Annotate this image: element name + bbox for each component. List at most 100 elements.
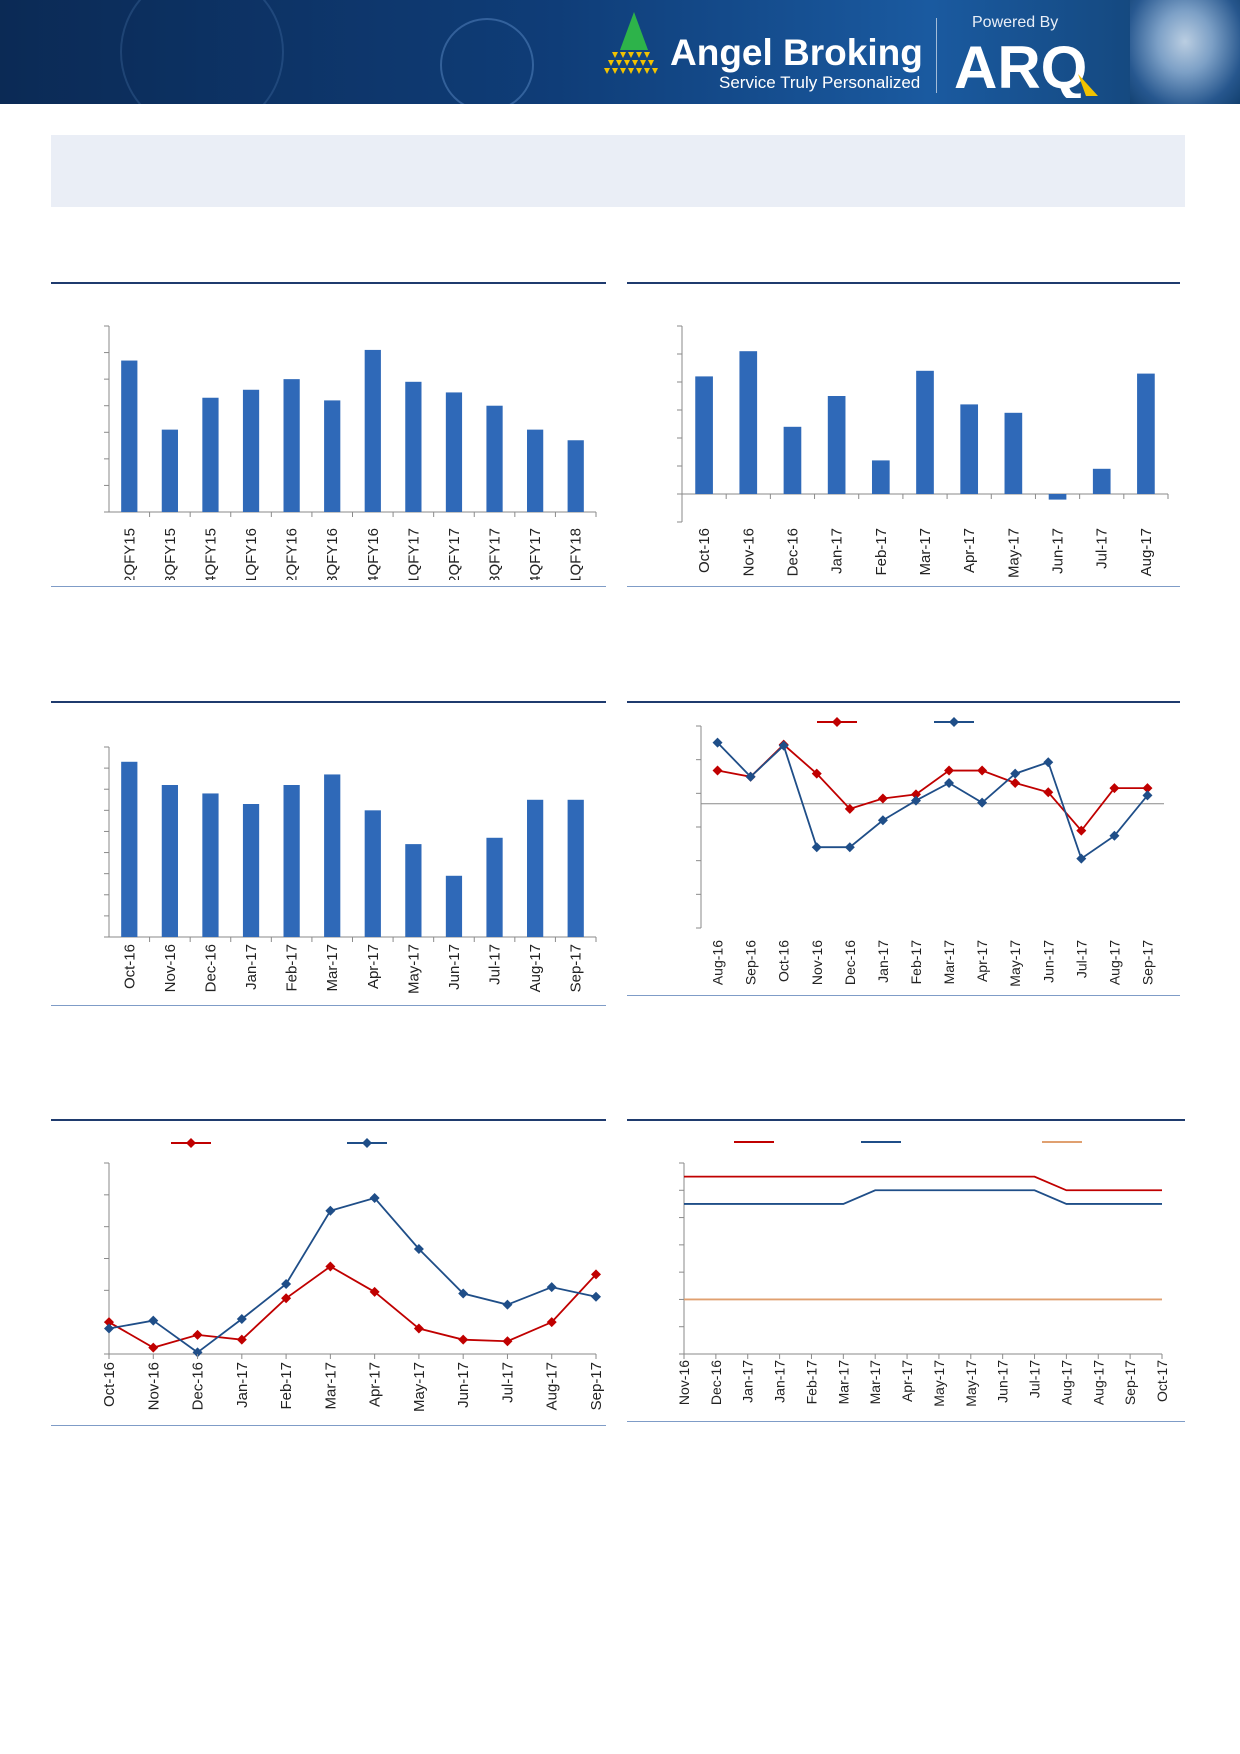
data-point bbox=[811, 842, 822, 853]
arq-logo-text: ARQ bbox=[954, 34, 1087, 98]
x-tick-label: Apr-17 bbox=[365, 944, 382, 989]
x-tick-label: Sep-17 bbox=[1139, 940, 1155, 985]
data-point bbox=[591, 1269, 601, 1280]
pyramid-logo-icon bbox=[604, 12, 658, 74]
data-point bbox=[1109, 783, 1120, 794]
panel-top-rule bbox=[627, 701, 1180, 703]
data-point bbox=[546, 1317, 557, 1328]
x-tick-label: Aug-17 bbox=[1138, 528, 1155, 576]
x-tick-label: Jul-17 bbox=[1094, 528, 1111, 569]
bar bbox=[527, 799, 544, 937]
bar bbox=[445, 392, 463, 512]
x-tick-label: Jun-17 bbox=[1040, 940, 1056, 983]
x-tick-label: Apr-17 bbox=[974, 940, 990, 982]
x-tick-label: Dec-16 bbox=[190, 1362, 207, 1410]
x-tick-label: Oct-16 bbox=[696, 528, 713, 573]
x-tick-label: May-17 bbox=[1005, 528, 1022, 578]
data-point bbox=[281, 1278, 292, 1289]
x-tick-label: May-17 bbox=[931, 1360, 947, 1407]
banner-decoration bbox=[440, 18, 534, 104]
bar bbox=[567, 440, 584, 512]
data-point bbox=[1010, 768, 1021, 779]
bar bbox=[1004, 412, 1023, 494]
x-tick-label: Mar-17 bbox=[867, 1360, 883, 1405]
x-tick-label: Feb-17 bbox=[284, 944, 301, 992]
data-point bbox=[877, 793, 888, 804]
data-point bbox=[413, 1323, 424, 1334]
x-tick-label: Oct-17 bbox=[1154, 1360, 1170, 1402]
data-point bbox=[369, 1193, 380, 1204]
title-placeholder-box bbox=[51, 135, 1185, 207]
chart-panel-2 bbox=[627, 282, 1180, 588]
series-line bbox=[684, 1189, 1162, 1205]
x-tick-label: Jul-17 bbox=[1027, 1360, 1043, 1398]
x-tick-label: Jul-17 bbox=[487, 944, 504, 985]
x-tick-label: Apr-17 bbox=[899, 1360, 915, 1402]
bar bbox=[202, 397, 219, 512]
x-tick-label: May-17 bbox=[963, 1360, 979, 1407]
panel-top-rule bbox=[627, 1119, 1185, 1121]
data-point bbox=[1142, 783, 1153, 794]
data-point bbox=[844, 803, 855, 814]
x-tick-label: Jan-17 bbox=[875, 940, 891, 983]
x-tick-label: Feb-17 bbox=[278, 1362, 295, 1410]
x-tick-label: Aug-17 bbox=[544, 1362, 561, 1410]
robot-face-image bbox=[1130, 0, 1240, 104]
data-point bbox=[745, 771, 756, 782]
x-tick-label: Jan-17 bbox=[234, 1362, 251, 1408]
panel-bottom-rule bbox=[627, 995, 1180, 996]
x-tick-label: Sep-17 bbox=[568, 944, 585, 992]
data-point bbox=[458, 1334, 469, 1345]
data-point bbox=[844, 842, 855, 853]
x-tick-label: Feb-17 bbox=[803, 1360, 819, 1405]
panel-bottom-rule bbox=[627, 1421, 1185, 1422]
panel-top-rule bbox=[51, 701, 606, 703]
bar bbox=[1137, 373, 1155, 494]
chart-panel-3 bbox=[51, 701, 606, 1007]
x-tick-label: Feb-17 bbox=[908, 940, 924, 985]
chart-quarterly-bar: 2QFY15 3QFY15 4QFY15 1QFY16 2QFY16 3QFY16 4QFY… bbox=[104, 325, 597, 580]
x-tick-label: Sep-17 bbox=[588, 1362, 605, 1410]
series-line bbox=[717, 743, 1148, 833]
legend-marker bbox=[832, 717, 842, 727]
chart-panel-4 bbox=[627, 701, 1180, 997]
data-point bbox=[944, 765, 955, 776]
x-tick-label: Feb-17 bbox=[873, 528, 890, 576]
data-point bbox=[236, 1313, 247, 1324]
bar bbox=[1092, 468, 1111, 494]
data-point bbox=[546, 1282, 557, 1293]
data-point bbox=[910, 789, 921, 800]
data-point bbox=[236, 1334, 247, 1345]
bar bbox=[783, 426, 802, 494]
chart-line-a: Aug-16 Sep-16 Oct-16 Nov-16 Dec-16 Jan-17 Feb-… bbox=[696, 717, 1164, 987]
data-point bbox=[458, 1288, 469, 1299]
bar bbox=[405, 381, 422, 512]
data-point bbox=[502, 1299, 513, 1310]
data-point bbox=[369, 1286, 380, 1297]
data-point bbox=[877, 815, 888, 826]
x-tick-label: 1QFY18 bbox=[568, 528, 585, 580]
powered-by-label: Powered By bbox=[972, 14, 1059, 31]
data-point bbox=[413, 1243, 424, 1254]
x-tick-label: Jun-17 bbox=[995, 1360, 1011, 1403]
chart-panel-1 bbox=[51, 282, 606, 588]
x-tick-label: Jan-17 bbox=[243, 944, 260, 990]
series-line bbox=[108, 1196, 597, 1354]
bar bbox=[283, 785, 300, 937]
chart-monthly-bar-a: Oct-16 Nov-16 Dec-16 Jan-17 Feb-17 Mar-17 Apr-… bbox=[677, 325, 1169, 578]
bar bbox=[527, 429, 544, 512]
bar bbox=[695, 376, 713, 494]
data-point bbox=[778, 740, 789, 751]
data-point bbox=[502, 1336, 513, 1347]
data-point bbox=[944, 777, 955, 788]
x-tick-label: 3QFY17 bbox=[487, 528, 504, 580]
legend-marker bbox=[186, 1138, 196, 1148]
data-point bbox=[1010, 777, 1021, 788]
data-point bbox=[1076, 853, 1087, 864]
x-tick-label: 1QFY17 bbox=[405, 528, 422, 580]
bar bbox=[121, 761, 138, 937]
bar bbox=[486, 405, 503, 512]
x-tick-label: Nov-16 bbox=[162, 944, 179, 992]
x-tick-label: Dec-16 bbox=[784, 528, 801, 576]
x-tick-label: 4QFY16 bbox=[365, 528, 382, 580]
